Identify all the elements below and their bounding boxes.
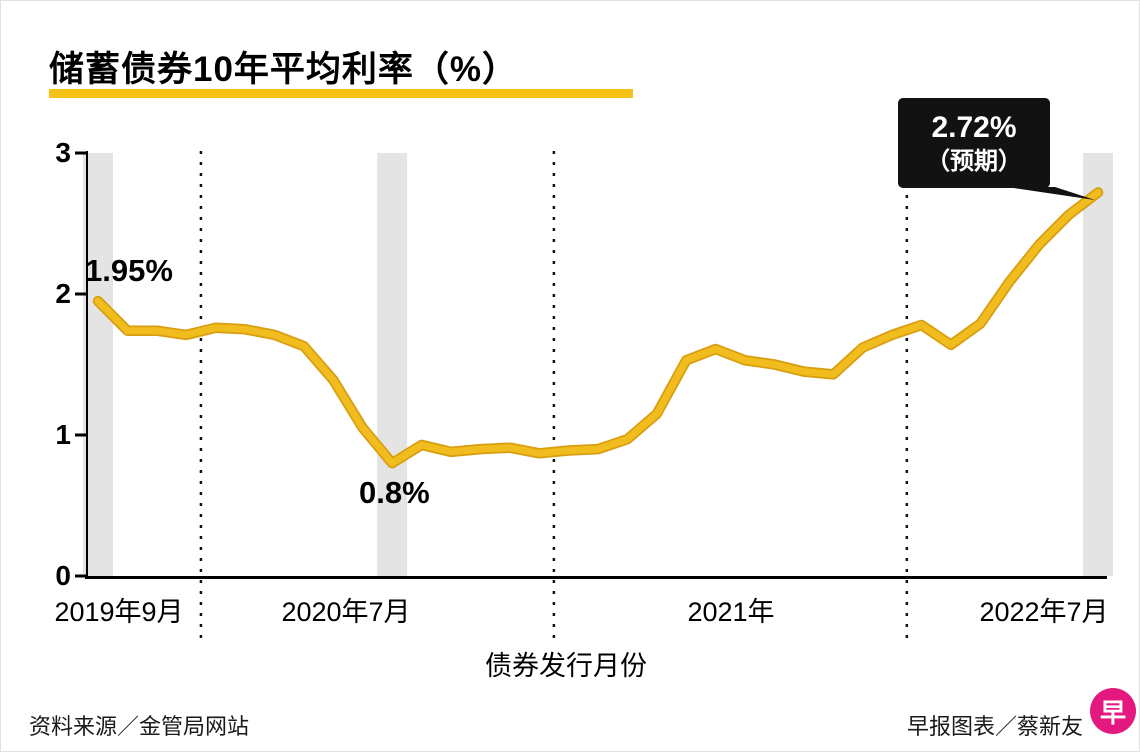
y-tick-0: 0 — [55, 560, 71, 591]
x-tick-2019: 2019年9月 — [54, 597, 184, 627]
forecast-callout-note: （预期） — [926, 147, 1022, 175]
forecast-callout-value: 2.72% — [931, 111, 1017, 145]
x-tick-2021: 2021年 — [687, 597, 775, 627]
chart-title: 储蓄债券10年平均利率（%） — [49, 50, 519, 89]
graphic-credit: 早报图表／蔡新友 — [906, 714, 1083, 739]
callout-pointer — [1007, 187, 1095, 200]
y-tick-2: 2 — [55, 278, 71, 309]
y-tick-3: 3 — [55, 137, 71, 168]
title-underline — [49, 89, 633, 98]
forecast-callout: 2.72% （预期） — [898, 98, 1050, 188]
annotation-start-value: 1.95% — [85, 253, 173, 288]
annotation-low-value: 0.8% — [359, 475, 430, 510]
rate-line-series — [92, 187, 1104, 469]
x-axis-title: 债券发行月份 — [485, 651, 647, 681]
zaobao-logo: 早 — [1090, 688, 1136, 734]
zaobao-logo-char: 早 — [1099, 697, 1126, 728]
axes — [75, 151, 1107, 579]
x-tick-2020: 2020年7月 — [281, 597, 411, 627]
year-separator-gridlines — [199, 151, 909, 643]
y-tick-1: 1 — [55, 419, 71, 450]
x-tick-2022: 2022年7月 — [979, 597, 1109, 627]
source-credit: 资料来源／金管局网站 — [29, 714, 250, 739]
highlight-bands — [83, 153, 1113, 576]
